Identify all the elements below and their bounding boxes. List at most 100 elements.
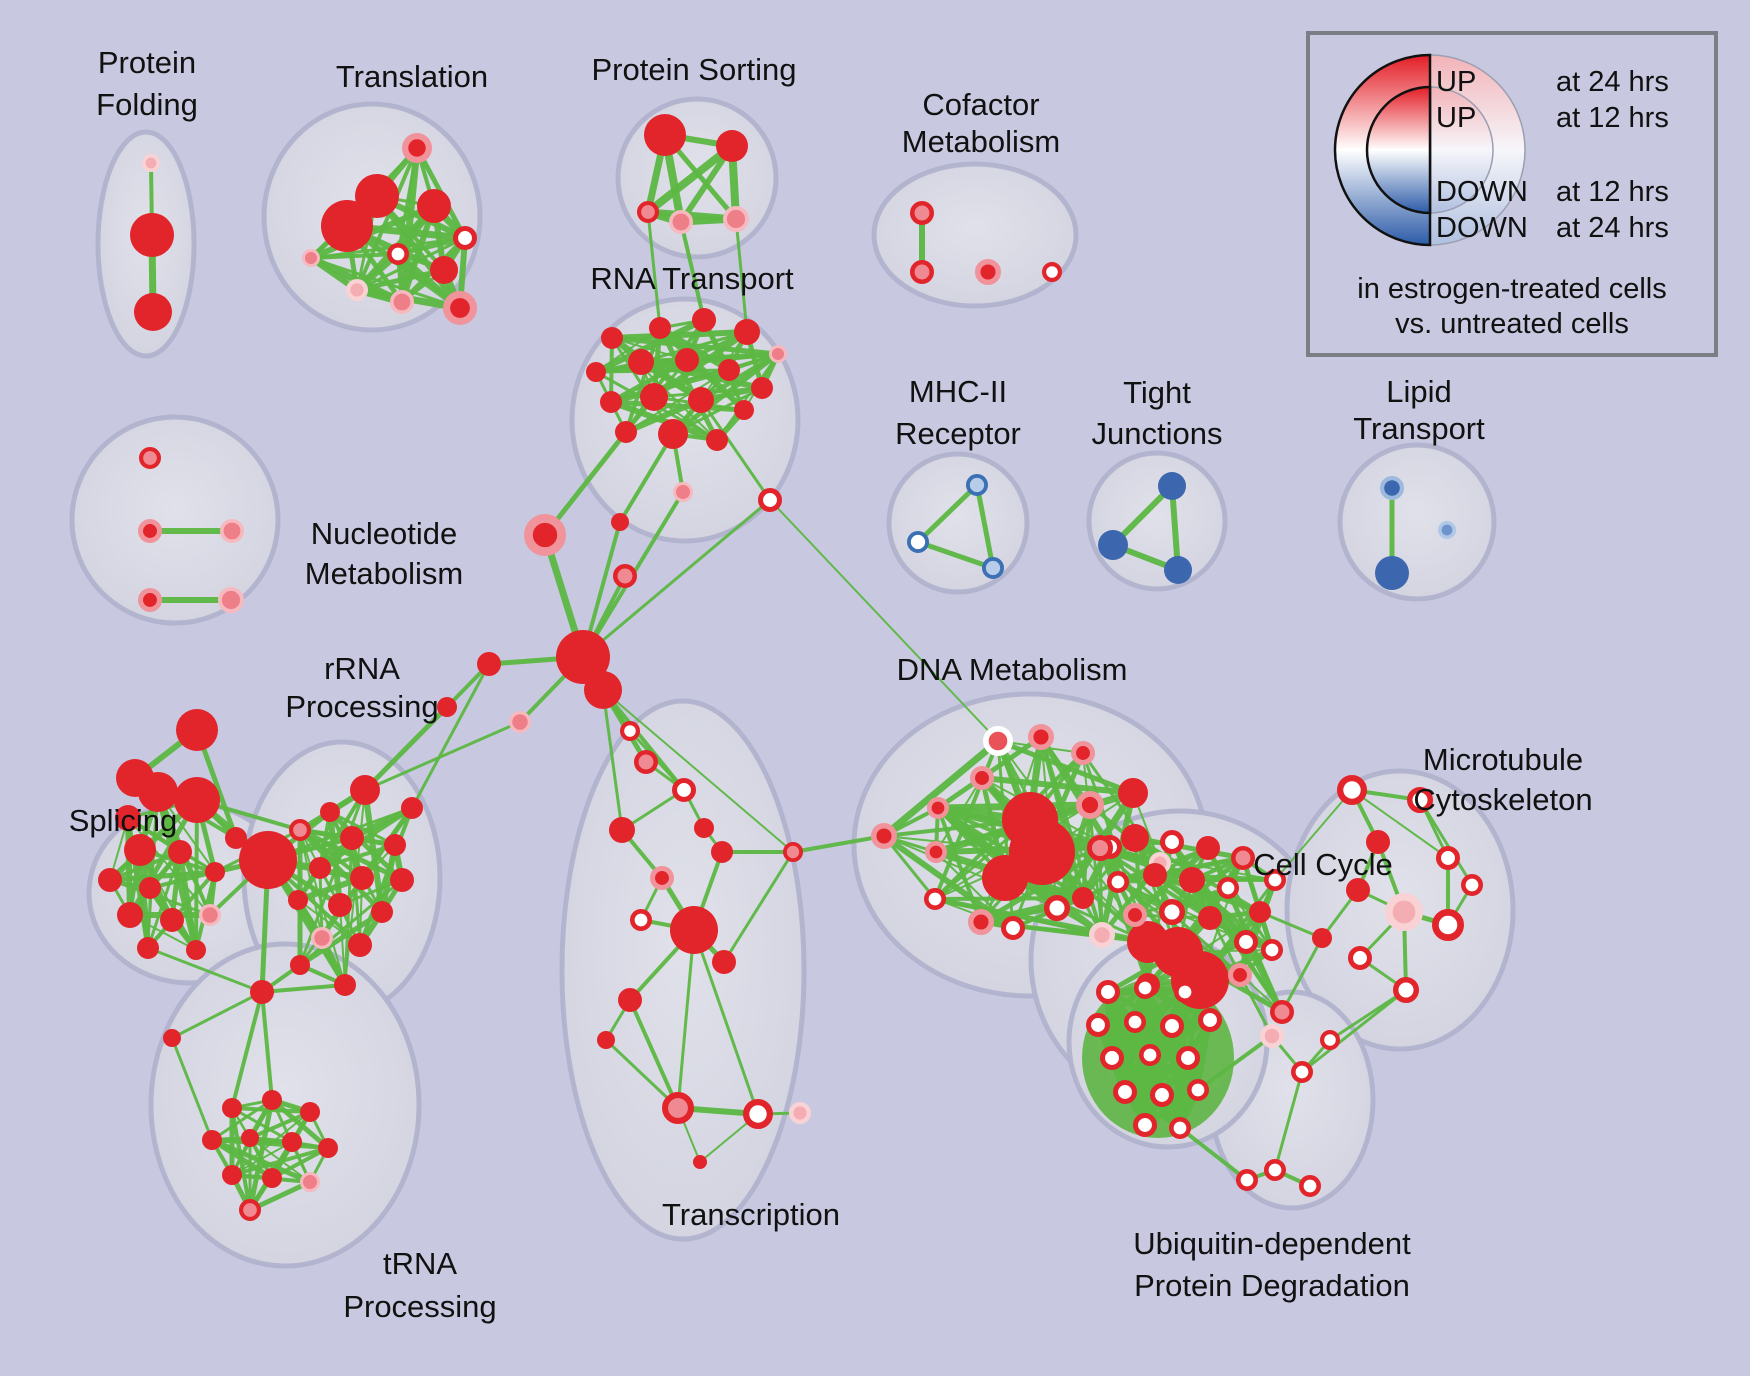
cluster-lipid-transport <box>1337 442 1497 602</box>
network-edge <box>298 878 404 967</box>
network-edge <box>362 704 450 793</box>
network-node <box>1348 946 1373 971</box>
cluster-label-rrna-processing: rRNA <box>324 651 400 686</box>
network-node <box>186 940 206 960</box>
network-edge <box>769 499 999 742</box>
network-node <box>672 778 697 803</box>
network-node <box>290 955 310 975</box>
network-node <box>1260 1024 1285 1049</box>
network-node <box>1461 873 1484 896</box>
network-node <box>452 226 477 251</box>
network-edge <box>297 909 385 968</box>
cluster-label-rna-transport: RNA Transport <box>590 261 794 296</box>
network-node <box>675 348 699 372</box>
network-node <box>138 519 163 544</box>
network-edge <box>170 1036 214 1142</box>
network-node <box>1158 472 1186 500</box>
network-node <box>282 1132 302 1152</box>
network-node <box>401 797 423 819</box>
network-node <box>670 906 718 954</box>
network-node <box>967 908 994 935</box>
network-node <box>309 857 331 879</box>
network-edge <box>231 1141 293 1176</box>
network-node <box>650 866 675 891</box>
network-edge <box>1196 1034 1274 1092</box>
network-node <box>523 513 566 556</box>
network-node <box>692 308 716 332</box>
cluster-label-mhc-ii-receptor: MHC-II <box>909 374 1007 409</box>
cluster-label-nucleotide-metabolism: Nucleotide <box>311 516 457 551</box>
network-node <box>437 697 457 717</box>
cluster-label-translation: Translation <box>336 59 488 94</box>
network-node <box>225 827 247 849</box>
network-node <box>1088 921 1115 948</box>
network-node <box>310 927 333 950</box>
network-edge <box>309 252 400 260</box>
network-node <box>783 842 804 863</box>
cluster-label-protein-sorting: Protein Sorting <box>591 52 796 87</box>
legend-time-0: at 24 hrs <box>1556 66 1669 98</box>
network-edge <box>230 990 264 1110</box>
network-node <box>718 359 740 381</box>
cluster-label-mhc-ii-receptor: Receptor <box>895 416 1021 451</box>
network-node <box>1270 1000 1295 1025</box>
cluster-label-ubiquitin: Ubiquitin-dependent <box>1133 1226 1411 1261</box>
network-node <box>1043 894 1070 921</box>
network-node <box>384 834 406 856</box>
network-node <box>1100 1046 1125 1071</box>
network-edge <box>410 662 491 810</box>
cluster-label-tight-junctions: Junctions <box>1092 416 1223 451</box>
network-edge <box>601 688 624 832</box>
network-node <box>139 877 161 899</box>
network-edge <box>791 834 886 854</box>
network-node <box>389 289 414 314</box>
network-node <box>1217 876 1240 899</box>
cluster-label-protein-folding: Protein <box>98 45 196 80</box>
network-node <box>1431 908 1464 941</box>
network-node <box>205 862 225 882</box>
network-node <box>130 213 174 257</box>
network-node <box>174 777 220 823</box>
network-edge <box>604 1038 680 1110</box>
network-node <box>649 317 671 339</box>
network-edge <box>309 236 467 260</box>
network-node <box>1291 1061 1314 1084</box>
network-node <box>965 473 988 496</box>
network-node <box>318 1138 338 1158</box>
network-node <box>220 518 245 543</box>
network-node <box>629 908 652 931</box>
network-node <box>508 711 531 734</box>
network-edge <box>623 397 704 435</box>
cluster-label-nucleotide-metabolism: Metabolism <box>305 556 464 591</box>
network-node <box>615 421 637 443</box>
network-node <box>137 937 159 959</box>
network-edge <box>148 870 217 890</box>
network-node <box>198 904 221 927</box>
network-node <box>1164 556 1192 584</box>
network-node <box>328 893 352 917</box>
network-edge <box>328 810 397 847</box>
network-node <box>601 327 623 349</box>
network-node <box>477 652 501 676</box>
network-node <box>982 725 1013 756</box>
legend-time-1: at 12 hrs <box>1556 102 1669 134</box>
network-node <box>1174 980 1197 1003</box>
network-node <box>586 362 606 382</box>
network-node <box>712 950 736 974</box>
legend-layer: UP at 24 hrs UP at 12 hrs DOWN at 12 hrs DOWN a… <box>1306 31 1718 357</box>
network-node <box>1001 916 1026 941</box>
cluster-label-cell-cycle: Cell Cycle <box>1253 847 1393 882</box>
network-node <box>1160 830 1185 855</box>
network-node <box>1249 901 1271 923</box>
network-node <box>346 279 369 302</box>
network-node <box>611 513 629 531</box>
legend-time-2: at 12 hrs <box>1556 176 1669 208</box>
network-edge <box>318 843 397 870</box>
cluster-label-dna-metabolism: DNA Metabolism <box>897 652 1128 687</box>
network-node <box>743 1099 774 1130</box>
cluster-label-microtubule-cytoskeleton: Microtubule <box>1423 742 1583 777</box>
network-node <box>334 974 356 996</box>
network-node <box>1176 1046 1201 1071</box>
network-node <box>910 259 935 284</box>
